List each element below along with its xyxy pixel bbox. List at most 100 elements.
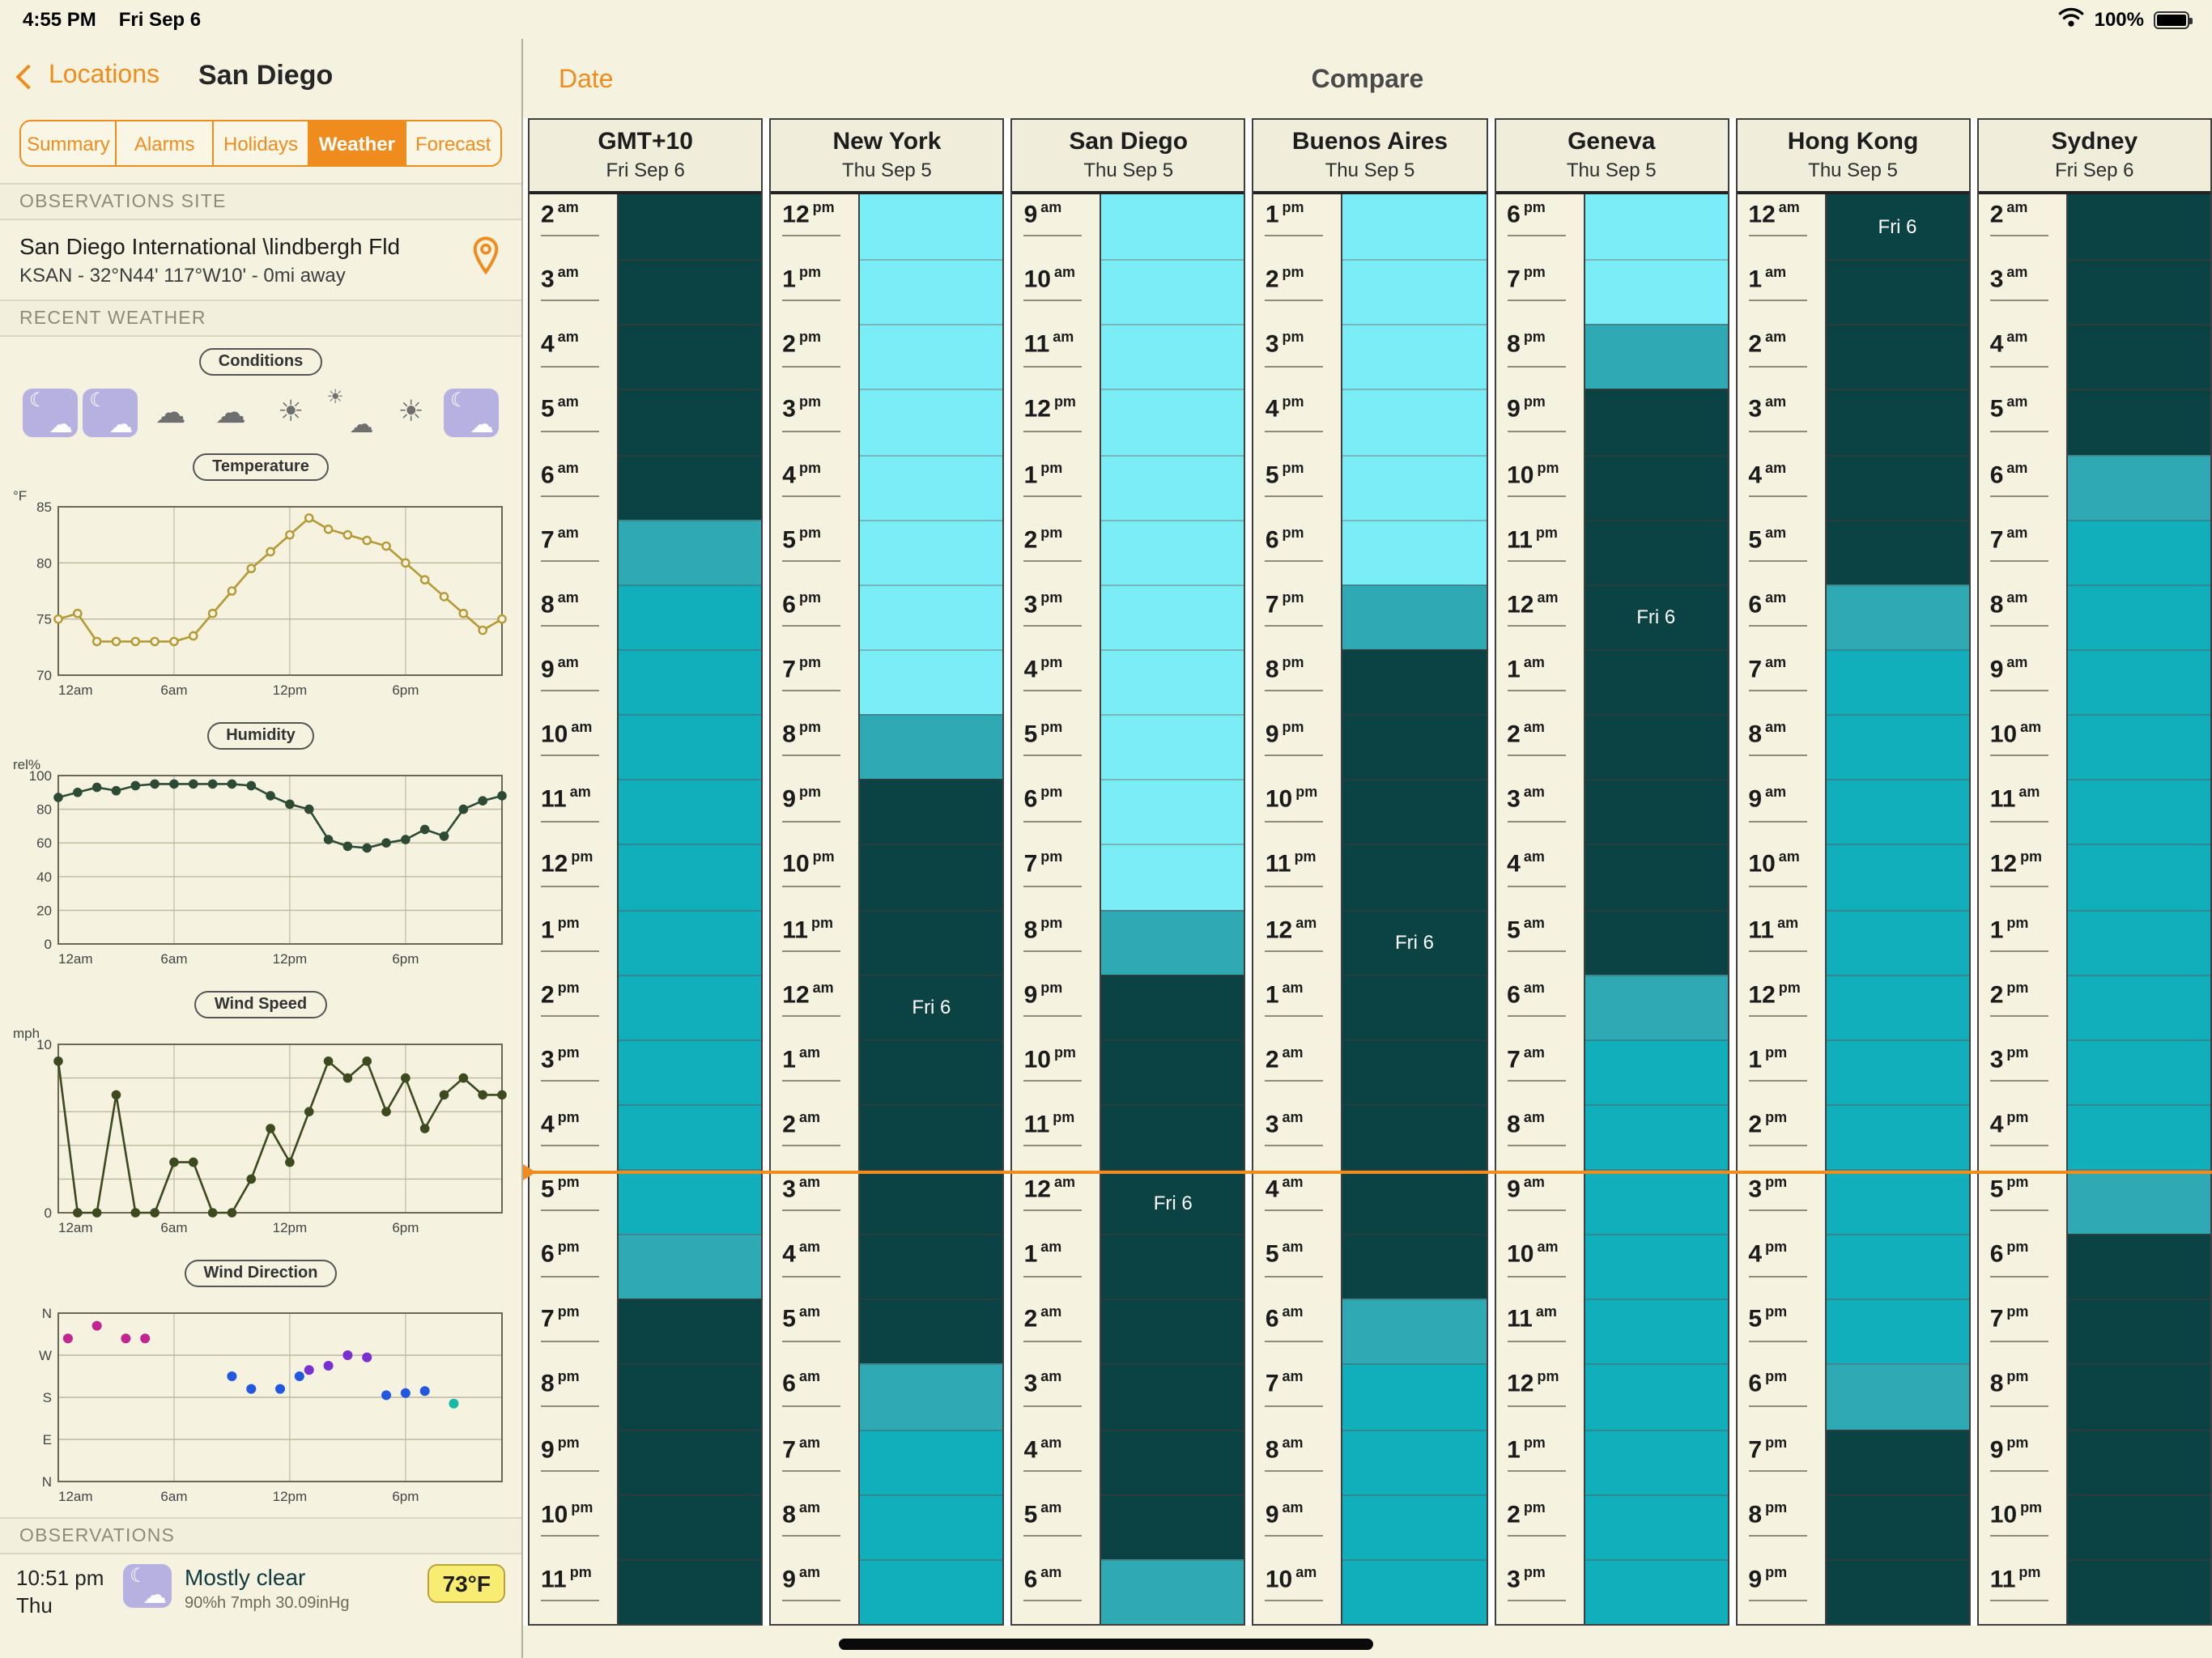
hour-row[interactable]: 6 am [1978, 454, 2210, 520]
hour-row[interactable]: 12 am Fri 6 [1253, 909, 1487, 975]
hour-row[interactable]: 4 pm [530, 1103, 762, 1170]
hour-row[interactable]: 12 pm [530, 844, 762, 909]
hour-row[interactable]: 9 pm [1012, 974, 1244, 1039]
hour-row[interactable]: 6 am [1495, 974, 1728, 1039]
hour-row[interactable]: 1 pm [771, 259, 1003, 325]
hour-row[interactable]: 2 pm [530, 974, 762, 1039]
hour-row[interactable]: 8 pm [1495, 324, 1728, 389]
hour-row[interactable]: 10 pm [1253, 779, 1487, 844]
hour-row[interactable]: 8 am [530, 584, 762, 649]
hour-row[interactable]: 9 pm [771, 779, 1003, 844]
hour-row[interactable]: 11 am [1737, 909, 1969, 975]
hour-row[interactable]: 8 pm [1978, 1363, 2210, 1430]
tz-column-header[interactable]: Buenos Aires Thu Sep 5 [1253, 118, 1487, 194]
hour-row[interactable]: 10 am [1737, 844, 1969, 909]
hour-row[interactable]: 10 pm [1012, 1039, 1244, 1104]
hour-row[interactable]: 7 pm [771, 648, 1003, 715]
hour-row[interactable]: 12 am Fri 6 [1012, 1169, 1244, 1235]
hour-row[interactable]: 12 am Fri 6 [771, 974, 1003, 1039]
hour-row[interactable]: 5 am [1012, 1494, 1244, 1559]
hour-row[interactable]: 1 am [1012, 1234, 1244, 1299]
hour-row[interactable]: 7 am [1253, 1363, 1487, 1430]
hour-row[interactable]: 2 am [1253, 1039, 1487, 1104]
hour-row[interactable]: 7 am [771, 1429, 1003, 1494]
hour-row[interactable]: 3 am [771, 1169, 1003, 1235]
hour-row[interactable]: 10 pm [1978, 1494, 2210, 1559]
tz-column-header[interactable]: Geneva Thu Sep 5 [1495, 118, 1728, 194]
hour-row[interactable]: 8 pm [1737, 1494, 1969, 1559]
hour-row[interactable]: 1 pm [1012, 454, 1244, 520]
hour-row[interactable]: 3 pm [1495, 1558, 1728, 1624]
hour-row[interactable]: 1 pm [530, 909, 762, 975]
hour-row[interactable]: 7 pm [1495, 259, 1728, 325]
hour-row[interactable]: 5 pm [771, 519, 1003, 585]
hour-row[interactable]: 3 am [1978, 259, 2210, 325]
hour-row[interactable]: 8 am [1978, 584, 2210, 649]
hour-row[interactable]: 1 am [1495, 648, 1728, 715]
hour-row[interactable]: 1 pm [1978, 909, 2210, 975]
tz-column-header[interactable]: GMT+10 Fri Sep 6 [530, 118, 762, 194]
hour-row[interactable]: 1 am [1737, 259, 1969, 325]
hour-row[interactable]: 6 pm [771, 584, 1003, 649]
back-button[interactable]: Locations [15, 62, 160, 91]
hour-row[interactable]: 9 am [1978, 648, 2210, 715]
hour-row[interactable]: 9 am [530, 648, 762, 715]
hour-row[interactable]: 2 am [771, 1103, 1003, 1170]
hour-row[interactable]: 10 pm [1495, 454, 1728, 520]
home-indicator[interactable] [839, 1639, 1373, 1650]
tab-alarms[interactable]: Alarms [115, 121, 212, 165]
hour-row[interactable]: 2 pm [1253, 259, 1487, 325]
hour-row[interactable]: 9 pm [1253, 714, 1487, 780]
hour-row[interactable]: 10 am [1253, 1558, 1487, 1624]
hour-row[interactable]: 4 pm [1253, 389, 1487, 455]
hour-row[interactable]: 5 pm [1978, 1169, 2210, 1235]
tz-column-header[interactable]: New York Thu Sep 5 [771, 118, 1003, 194]
hour-row[interactable]: 2 pm [1495, 1494, 1728, 1559]
hour-row[interactable]: 7 pm [1978, 1299, 2210, 1364]
tz-column-header[interactable]: Sydney Fri Sep 6 [1978, 118, 2210, 194]
hour-row[interactable]: 4 pm [1978, 1103, 2210, 1170]
hour-row[interactable]: 5 am [1978, 389, 2210, 455]
hour-row[interactable]: 9 pm [1495, 389, 1728, 455]
hour-row[interactable]: 5 pm [1253, 454, 1487, 520]
hour-row[interactable]: 4 am [530, 324, 762, 389]
hour-row[interactable]: 7 am [530, 519, 762, 585]
hour-row[interactable]: 8 pm [771, 714, 1003, 780]
hour-row[interactable]: 3 pm [771, 389, 1003, 455]
hour-row[interactable]: 7 pm [1253, 584, 1487, 649]
hour-row[interactable]: 8 am [1737, 714, 1969, 780]
hour-row[interactable]: 11 am [1978, 779, 2210, 844]
hour-row[interactable]: 10 pm [530, 1494, 762, 1559]
tab-holidays[interactable]: Holidays [211, 121, 308, 165]
hour-row[interactable]: 2 pm [1737, 1103, 1969, 1170]
tz-column-header[interactable]: San Diego Thu Sep 5 [1012, 118, 1244, 194]
hour-row[interactable]: 1 pm [1495, 1429, 1728, 1494]
hour-row[interactable]: 3 am [1737, 389, 1969, 455]
hour-row[interactable]: 6 pm [530, 1234, 762, 1299]
hour-row[interactable]: 4 am [1737, 454, 1969, 520]
hour-row[interactable]: 11 am [1012, 324, 1244, 389]
hour-row[interactable]: 3 pm [1253, 324, 1487, 389]
hour-row[interactable]: 12 pm [1978, 844, 2210, 909]
hour-row[interactable]: 3 am [1495, 779, 1728, 844]
hour-row[interactable]: 6 pm [1737, 1363, 1969, 1430]
hour-row[interactable]: 11 pm [1012, 1103, 1244, 1170]
hour-row[interactable]: 10 am [1495, 1234, 1728, 1299]
hour-row[interactable]: 9 am [1737, 779, 1969, 844]
date-button[interactable]: Date [559, 66, 614, 94]
hour-row[interactable]: 10 am [1012, 259, 1244, 325]
hour-row[interactable]: 2 am [1495, 714, 1728, 780]
observation-site-row[interactable]: San Diego International \lindbergh Fld K… [0, 220, 521, 300]
hour-row[interactable]: 9 pm [1978, 1429, 2210, 1494]
hour-row[interactable]: 2 am [1012, 1299, 1244, 1364]
tab-summary[interactable]: Summary [27, 132, 110, 155]
tab-weather[interactable]: Weather [308, 121, 405, 165]
hour-row[interactable]: 4 am [1253, 1169, 1487, 1235]
hour-row[interactable]: 4 pm [771, 454, 1003, 520]
hour-row[interactable]: 2 pm [771, 324, 1003, 389]
hour-row[interactable]: 1 pm [1737, 1039, 1969, 1104]
hour-row[interactable]: 12 pm [1495, 1363, 1728, 1430]
hour-row[interactable]: 11 pm [1978, 1558, 2210, 1624]
hour-row[interactable]: 2 pm [1012, 519, 1244, 585]
hour-row[interactable]: 2 am [530, 194, 762, 260]
